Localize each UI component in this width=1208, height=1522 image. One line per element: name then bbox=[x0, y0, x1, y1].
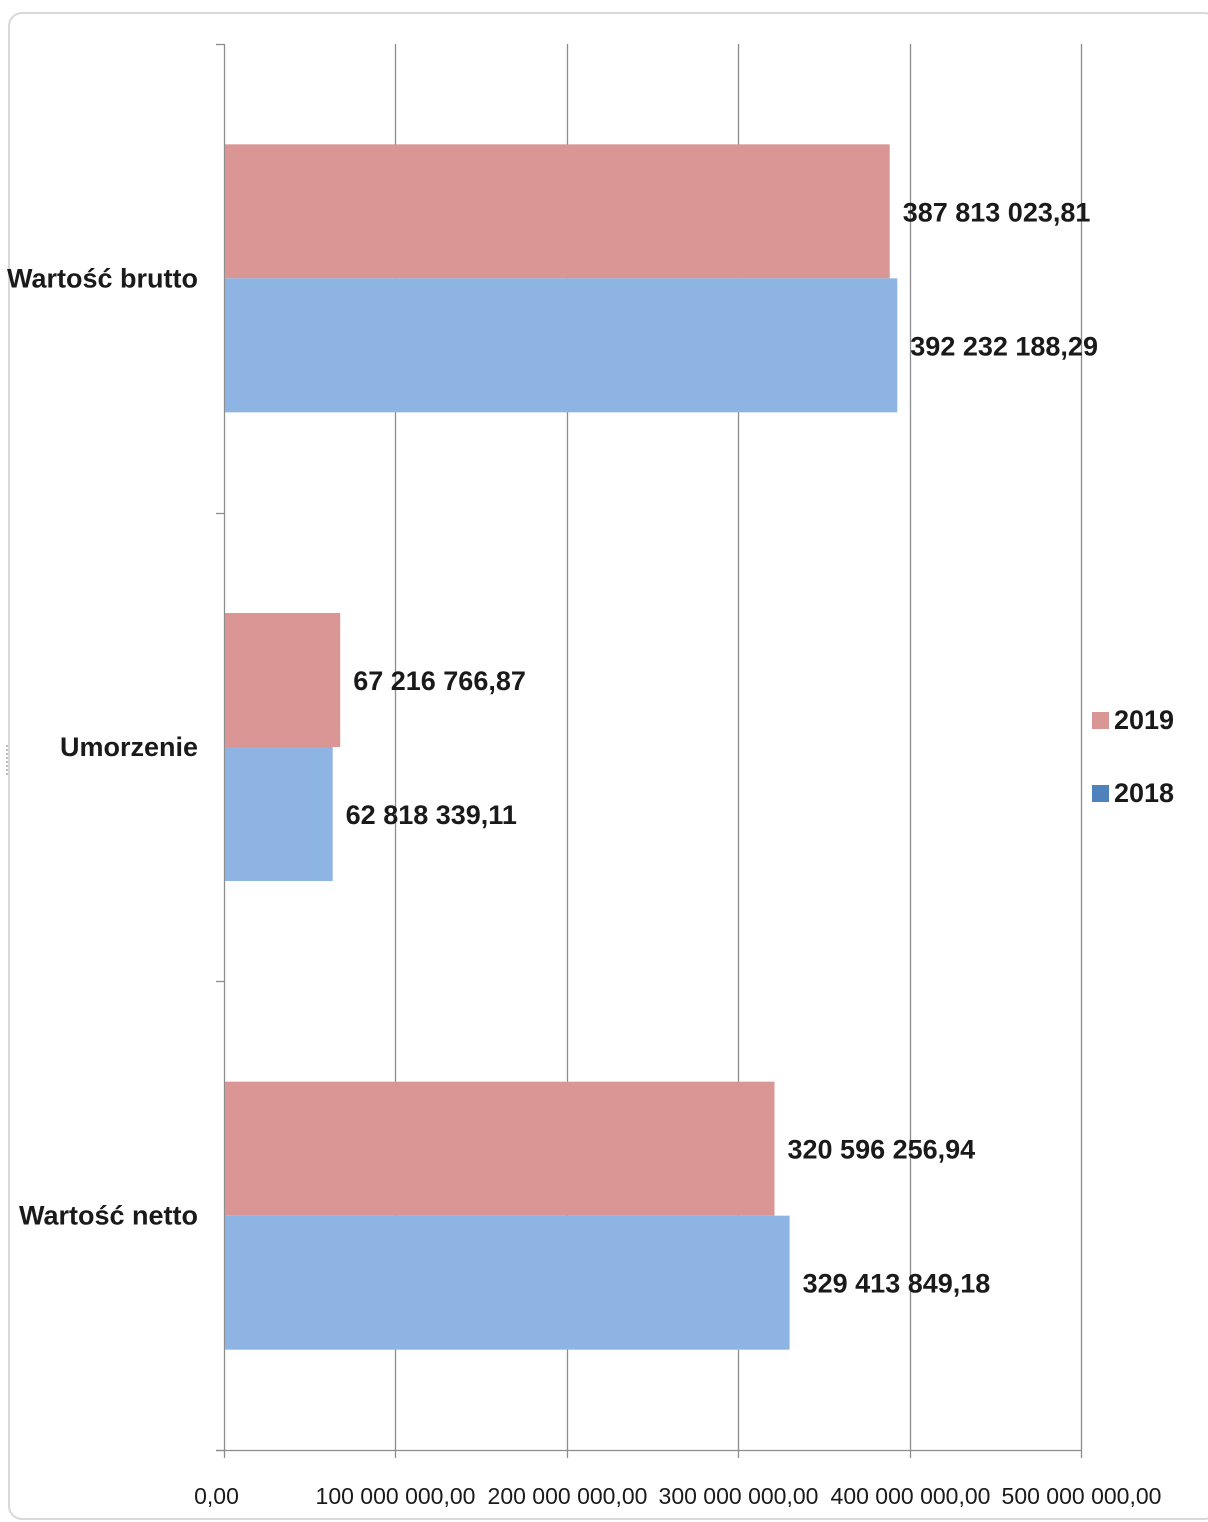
bars bbox=[225, 144, 898, 1350]
category-label: Wartość brutto bbox=[7, 263, 198, 293]
bar-2018 bbox=[225, 278, 898, 413]
resize-handle[interactable] bbox=[6, 745, 10, 775]
x-tick-label: 200 000 000,00 bbox=[488, 1483, 648, 1509]
bar-2018 bbox=[225, 747, 333, 881]
legend-label-2019: 2019 bbox=[1114, 705, 1174, 735]
x-tick-label: 300 000 000,00 bbox=[659, 1483, 819, 1509]
bar-2019 bbox=[225, 1081, 775, 1216]
category-labels: Wartość brutto Umorzenie Wartość netto bbox=[7, 263, 198, 1230]
legend-swatch-2019 bbox=[1092, 712, 1109, 729]
legend: 2019 2018 bbox=[1092, 705, 1174, 808]
data-label-2018: 392 232 188,29 bbox=[910, 331, 1098, 361]
data-label-2019: 387 813 023,81 bbox=[903, 197, 1091, 227]
bar-2019 bbox=[225, 613, 341, 747]
legend-swatch-2018 bbox=[1092, 785, 1109, 802]
category-label: Wartość netto bbox=[19, 1201, 198, 1231]
data-label-2018: 329 413 849,18 bbox=[803, 1269, 991, 1299]
x-tick-label: 100 000 000,00 bbox=[316, 1483, 476, 1509]
data-label-2019: 67 216 766,87 bbox=[353, 666, 526, 696]
category-label: Umorzenie bbox=[60, 732, 198, 762]
data-labels: 387 813 023,81 392 232 188,29 67 216 766,8… bbox=[346, 197, 1098, 1298]
axes bbox=[216, 43, 1083, 1458]
bar-2018 bbox=[225, 1215, 790, 1350]
x-tick-labels: 0,00 100 000 000,00 200 000 000,00 300 000 … bbox=[194, 1483, 1161, 1509]
data-label-2018: 62 818 339,11 bbox=[346, 800, 517, 830]
data-label-2019: 320 596 256,94 bbox=[788, 1135, 976, 1165]
x-tick-label: 0,00 bbox=[194, 1483, 239, 1509]
legend-label-2018: 2018 bbox=[1114, 778, 1174, 808]
x-tick-label: 400 000 000,00 bbox=[831, 1483, 991, 1509]
bar-2019 bbox=[225, 144, 890, 279]
x-tick-label: 500 000 000,00 bbox=[1002, 1483, 1162, 1509]
